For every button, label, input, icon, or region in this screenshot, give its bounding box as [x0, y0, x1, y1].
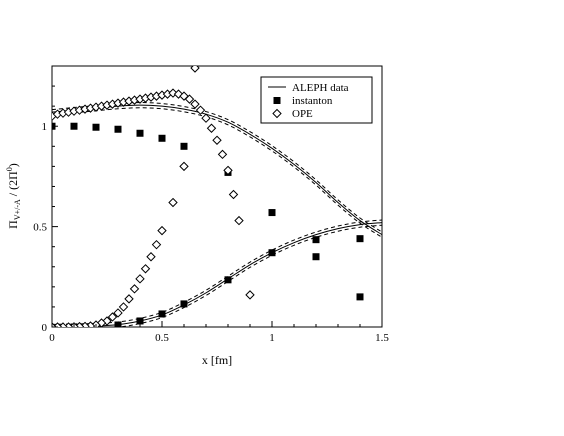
legend-square-icon [273, 97, 281, 104]
ope-point [195, 105, 206, 115]
instanton-point [180, 300, 188, 308]
instanton-point [158, 134, 166, 142]
y-axis-title-main: Π [6, 220, 20, 229]
aleph-error-band-lower [115, 224, 382, 327]
ope-point [234, 215, 244, 226]
instanton-point [356, 235, 364, 243]
y-axis: 00.51 [33, 85, 58, 334]
y-axis-title-end: ) [6, 163, 20, 167]
ope-point [107, 312, 118, 322]
aleph-curve [52, 104, 382, 236]
ope-point [135, 274, 145, 284]
x-axis-title: x [fm] [202, 353, 232, 367]
ope-point [168, 197, 178, 208]
instanton-point [136, 317, 144, 325]
y-axis-title-sup: 0 [5, 167, 14, 171]
ope-point [206, 123, 217, 133]
aleph-curve [52, 222, 382, 327]
y-tick-label: 0 [42, 322, 48, 334]
ope-point [52, 322, 57, 327]
ope-point [173, 89, 184, 99]
ope-point [146, 252, 156, 262]
ope-point [113, 308, 123, 318]
y-axis-title-sub: V+/-A [13, 199, 22, 220]
instanton-point [312, 236, 320, 244]
x-axis: 0 0.5 1 1.5 [49, 321, 389, 344]
instanton-point [92, 123, 100, 131]
ope-point [179, 161, 189, 172]
legend-label-aleph: ALEPH data [292, 82, 349, 94]
ope-point [102, 316, 112, 326]
instanton-point [114, 125, 122, 133]
aleph-error-band-lower [52, 107, 382, 238]
instanton-point [268, 249, 276, 257]
y-axis-title-mid: / (2Π [6, 171, 20, 199]
ope-point [228, 189, 239, 200]
ope-point [190, 66, 200, 73]
ope-point [201, 113, 211, 123]
instanton-point [158, 310, 166, 318]
y-tick-label: 0.5 [33, 222, 47, 234]
ope-point [245, 290, 255, 300]
instanton-point [312, 253, 320, 261]
marker-layer [52, 66, 364, 327]
ope-point [140, 264, 151, 274]
x-tick-label: 1.5 [375, 332, 389, 344]
ope-point [190, 99, 200, 109]
ope-point [151, 239, 162, 250]
aleph-error-band-upper [52, 219, 382, 325]
ope-point [96, 318, 107, 327]
instanton-point [356, 293, 364, 301]
instanton-point [268, 209, 276, 217]
instanton-point [136, 129, 144, 137]
instanton-point [224, 276, 232, 284]
x-tick-label: 0.5 [155, 332, 169, 344]
legend-diamond-icon [272, 108, 282, 119]
ope-point [212, 135, 222, 145]
ope-point [157, 225, 167, 236]
instanton-point [70, 122, 78, 130]
x-tick-label: 1 [269, 332, 275, 344]
ope-point [129, 284, 140, 294]
ope-point [217, 149, 228, 160]
x-tick-label: 0 [49, 332, 55, 344]
plot-area: 0 0.5 1 1.5 00.51 [33, 65, 389, 344]
legend-label-ope: OPE [292, 108, 313, 120]
ope-point [118, 302, 129, 312]
legend-label-instanton: instanton [292, 95, 333, 107]
legend: ALEPH data instanton OPE [260, 76, 373, 124]
y-axis-title: ΠV+/-A / (2Π0) [5, 163, 22, 229]
ope-point [124, 294, 134, 304]
plot-frame [51, 65, 383, 328]
y-tick-label: 1 [42, 121, 48, 133]
instanton-point [180, 142, 188, 150]
ope-point [223, 165, 233, 176]
ope-point [184, 94, 195, 104]
